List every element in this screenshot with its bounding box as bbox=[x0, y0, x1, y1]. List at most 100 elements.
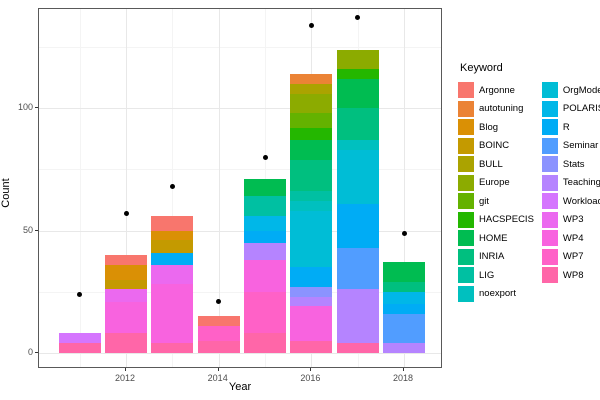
bar-segment-Europe bbox=[336, 49, 379, 70]
bar-segment-WP8 bbox=[290, 340, 333, 353]
gridline-minor-y bbox=[39, 291, 441, 293]
bar-segment-Argonne bbox=[197, 316, 240, 327]
bar-segment-Teaching bbox=[290, 296, 333, 307]
gridline-major-x bbox=[126, 9, 128, 367]
legend-label: POLARIS bbox=[562, 103, 600, 114]
bar-2014 bbox=[197, 316, 240, 353]
bar-segment-R bbox=[244, 230, 287, 243]
y-axis-title: Count bbox=[0, 178, 12, 208]
legend-item-R: R bbox=[541, 118, 600, 136]
legend-label: R bbox=[562, 121, 570, 133]
gridline-major-x bbox=[218, 9, 220, 367]
legend-item-autotuning: autotuning bbox=[458, 100, 534, 118]
legend-item-Workload: Workload bbox=[541, 192, 600, 210]
point-2011 bbox=[77, 291, 83, 297]
bar-segment-WP8 bbox=[151, 343, 194, 353]
legend-label: Europe bbox=[479, 177, 510, 188]
y-tick-mark bbox=[35, 107, 38, 109]
legend-swatch bbox=[458, 156, 474, 172]
legend-swatch bbox=[458, 137, 474, 154]
legend-label: WP7 bbox=[562, 251, 584, 262]
legend-swatch bbox=[541, 248, 558, 265]
y-tick-mark bbox=[35, 229, 38, 231]
legend-swatch bbox=[458, 230, 474, 246]
gridline-major-y bbox=[39, 230, 441, 232]
bar-segment-WP4 bbox=[151, 284, 194, 344]
bar-segment-R bbox=[290, 267, 333, 287]
legend-swatch bbox=[458, 82, 474, 98]
legend-label: Workload bbox=[562, 195, 600, 207]
legend-item-Argonne: Argonne bbox=[458, 81, 534, 99]
bar-segment-R bbox=[151, 252, 194, 265]
legend-label: autotuning bbox=[479, 103, 524, 114]
x-tick-label: 2012 bbox=[115, 373, 136, 383]
legend-label: git bbox=[479, 195, 490, 207]
legend-item-WP8: WP8 bbox=[541, 266, 600, 284]
legend-item-INRIA: INRIA bbox=[458, 248, 534, 266]
bar-segment-LIG bbox=[244, 196, 287, 216]
legend-item-HOME: HOME bbox=[458, 229, 534, 247]
legend-item-Stats: Stats bbox=[541, 155, 600, 173]
legend-swatch bbox=[458, 267, 474, 283]
bar-segment-INRIA bbox=[383, 282, 425, 292]
legend-swatch bbox=[458, 100, 474, 117]
bar-2015 bbox=[244, 179, 287, 353]
gridline-major-x bbox=[404, 9, 405, 367]
bar-segment-Teaching bbox=[383, 343, 425, 353]
bar-segment-LIG bbox=[290, 191, 333, 202]
bar-segment-WP8 bbox=[197, 340, 240, 353]
bar-segment-Teaching bbox=[336, 289, 379, 344]
bar-segment-git bbox=[290, 113, 333, 128]
bar-segment-WP8 bbox=[105, 333, 148, 353]
legend: Keyword Argonne autotuning Blog BOINC BULL Eu… bbox=[458, 62, 600, 303]
gridline-minor-y bbox=[39, 47, 441, 49]
bar-segment-WP4 bbox=[290, 306, 333, 341]
bar-2018 bbox=[383, 262, 425, 353]
point-2014 bbox=[216, 299, 222, 305]
legend-label: BULL bbox=[479, 158, 503, 170]
bar-segment-WP4 bbox=[244, 259, 287, 292]
bar-segment-WP7 bbox=[197, 326, 240, 341]
legend-label: WP8 bbox=[562, 269, 584, 281]
legend-swatch bbox=[458, 174, 474, 191]
legend-swatch bbox=[458, 248, 474, 265]
x-axis-title: Year bbox=[228, 381, 252, 393]
bar-segment-WP8 bbox=[336, 343, 379, 353]
legend-label: LIG bbox=[479, 269, 495, 281]
bar-segment-noexport bbox=[290, 201, 333, 211]
legend-swatch bbox=[541, 100, 558, 117]
bar-segment-Seminar bbox=[383, 313, 425, 344]
legend-swatch bbox=[541, 174, 558, 191]
legend-swatch bbox=[541, 119, 558, 135]
bar-segment-Argonne bbox=[105, 255, 148, 265]
legend-swatch bbox=[541, 267, 558, 283]
legend-label: Teaching bbox=[562, 177, 600, 188]
bar-segment-BULL bbox=[290, 83, 333, 94]
gridline-major-y bbox=[39, 353, 441, 354]
legend-swatch bbox=[541, 230, 558, 246]
bar-segment-Stats bbox=[290, 286, 333, 297]
gridline-minor-y bbox=[39, 169, 441, 171]
legend-swatch bbox=[458, 119, 474, 135]
y-tick-label: 0 bbox=[27, 347, 33, 357]
legend-swatch bbox=[541, 156, 558, 172]
legend-label: BOINC bbox=[479, 140, 510, 151]
legend-label: Seminar bbox=[562, 140, 599, 151]
bar-segment-INRIA bbox=[336, 108, 379, 141]
legend-swatch bbox=[458, 285, 474, 302]
bar-segment-noexport bbox=[336, 140, 379, 150]
bar-segment-HACSPECIS bbox=[336, 69, 379, 79]
legend-label: Stats bbox=[562, 158, 585, 170]
bar-segment-Blog bbox=[151, 230, 194, 241]
gridline-minor-x bbox=[79, 9, 81, 367]
legend-item-Teaching: Teaching bbox=[541, 174, 600, 192]
y-tick-mark bbox=[35, 352, 38, 353]
bar-segment-R bbox=[336, 203, 379, 248]
legend-swatch bbox=[541, 193, 558, 209]
x-tick-label: 2018 bbox=[392, 373, 414, 383]
legend-title: Keyword bbox=[460, 62, 503, 74]
bar-segment-Argonne bbox=[151, 215, 194, 231]
bar-segment-HACSPECIS bbox=[290, 127, 333, 141]
point-2013 bbox=[169, 184, 175, 190]
